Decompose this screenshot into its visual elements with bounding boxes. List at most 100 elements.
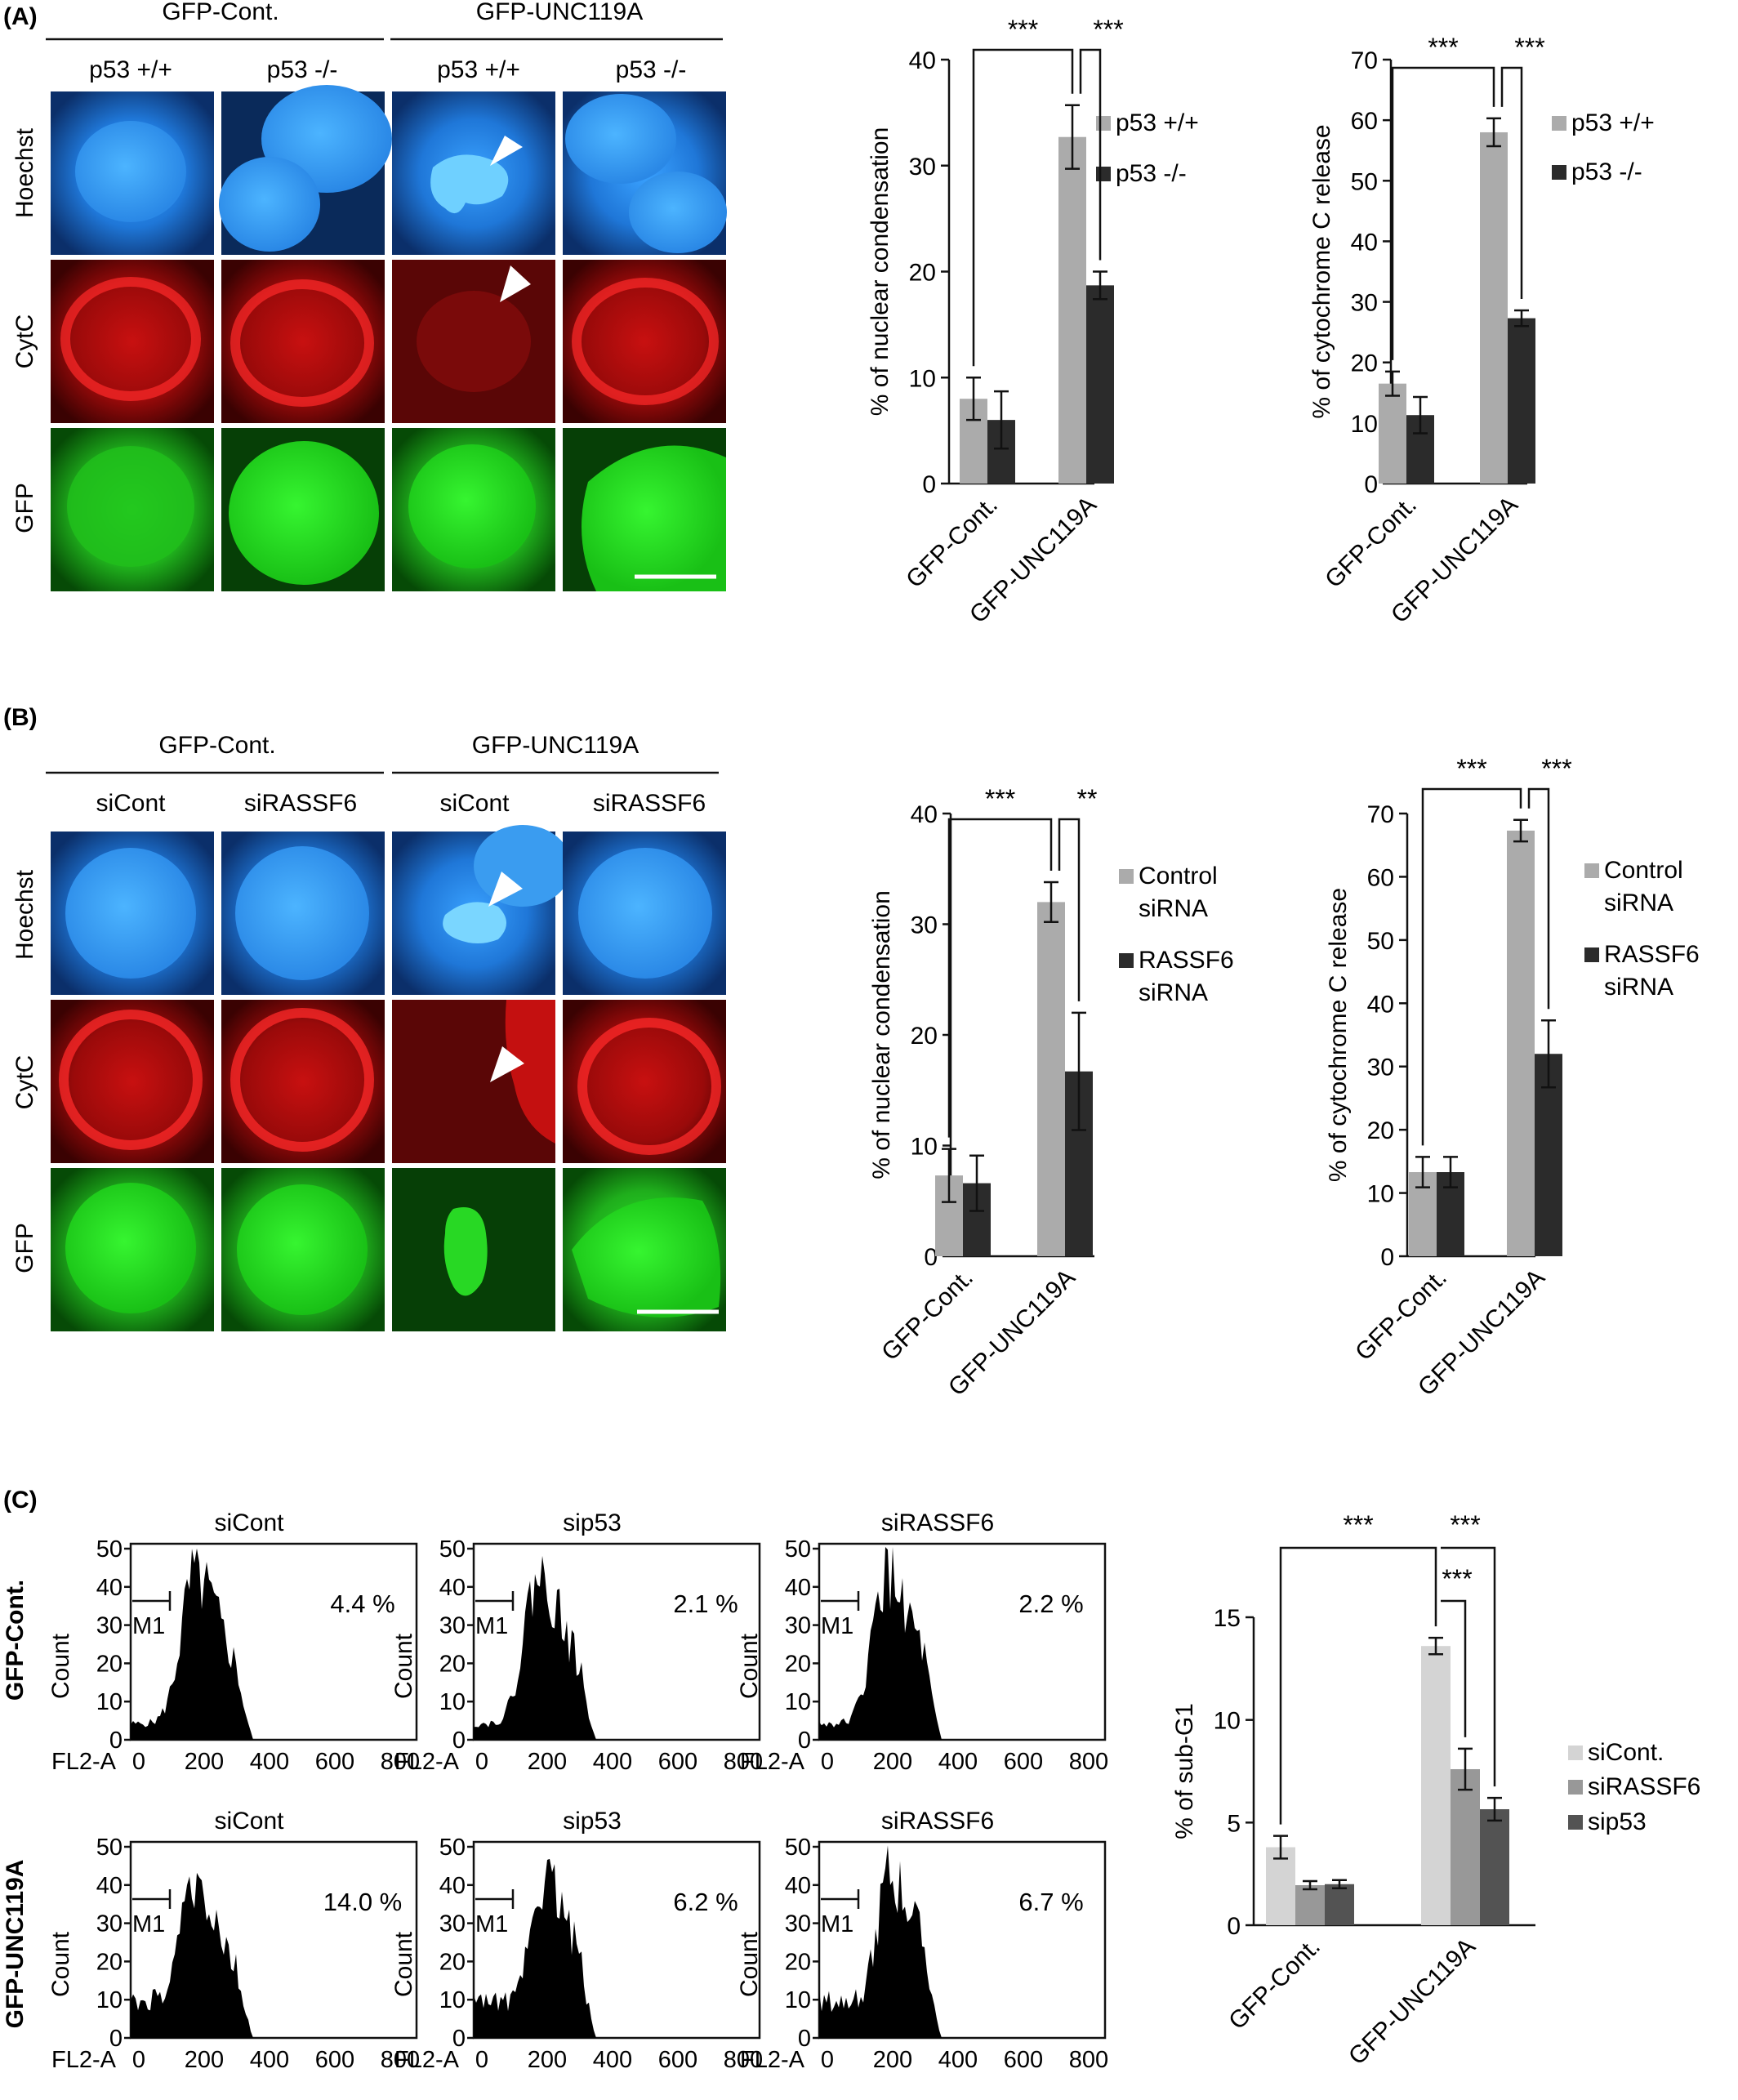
significance-bracket bbox=[1441, 1546, 1496, 1787]
legend-label: siRNA bbox=[1604, 889, 1673, 916]
y-tick-label: 30 bbox=[909, 154, 936, 181]
hist-y-tick-label: 10 bbox=[785, 1987, 811, 2013]
gfp-cell-b-3 bbox=[443, 1207, 488, 1296]
histogram-title: sip53 bbox=[563, 1808, 622, 1835]
bar bbox=[1058, 136, 1086, 484]
y-tick-label: 5 bbox=[1227, 1810, 1241, 1837]
y-tick-label: 20 bbox=[911, 1023, 938, 1050]
bar bbox=[1379, 383, 1406, 484]
legend-label: siRASSF6 bbox=[1588, 1773, 1700, 1800]
hist-x-tick-label: 400 bbox=[250, 1749, 289, 1775]
arrowhead-a-cytc bbox=[500, 265, 531, 302]
hist-y-tick-label: 20 bbox=[439, 1651, 466, 1677]
hist-y-tick-label: 40 bbox=[96, 1873, 123, 1899]
hist-x-tick-label: 800 bbox=[1069, 2047, 1108, 2073]
hist-y-axis-label: Count bbox=[736, 1633, 763, 1699]
hist-y-tick-label: 20 bbox=[785, 1949, 811, 1975]
cytc-cell-b-4 bbox=[577, 1018, 721, 1155]
significance-bracket bbox=[1441, 1599, 1467, 1737]
y-tick-label: 10 bbox=[1214, 1708, 1241, 1735]
sub-g1-percent: 4.4 % bbox=[330, 1589, 394, 1618]
y-tick-label: 20 bbox=[909, 260, 936, 287]
legend-swatch bbox=[1568, 1746, 1583, 1760]
nucleus-a-hoechst-4a bbox=[565, 94, 676, 184]
condensed-nucleus-b bbox=[443, 902, 506, 943]
histogram-frame bbox=[818, 1542, 1107, 1741]
histogram-distribution bbox=[474, 1555, 596, 1740]
hist-y-tick-label: 0 bbox=[452, 2026, 466, 2052]
y-tick-label: 20 bbox=[1351, 350, 1378, 377]
hist-x-tick-label: 0 bbox=[475, 1749, 488, 1775]
y-tick-label: 40 bbox=[911, 801, 938, 828]
histogram-distribution bbox=[474, 1858, 596, 2038]
panel-b-condition-1: siCont bbox=[96, 790, 166, 817]
bar bbox=[1421, 1646, 1451, 1925]
bar bbox=[1037, 902, 1065, 1256]
gfp-cell-b-1 bbox=[65, 1183, 196, 1313]
y-tick-label: 40 bbox=[1351, 229, 1378, 256]
significance-bracket bbox=[1391, 66, 1495, 360]
panel-a-condition-2: p53 -/- bbox=[267, 56, 338, 83]
panel-a-condition-3: p53 +/+ bbox=[437, 56, 520, 83]
significance-bracket bbox=[1058, 818, 1081, 1001]
m1-gate-label: M1 bbox=[821, 1911, 853, 1937]
hist-x-axis-label: FL2-A bbox=[740, 1749, 805, 1775]
legend-swatch bbox=[1584, 863, 1599, 878]
bar bbox=[1266, 1847, 1295, 1925]
significance-label: *** bbox=[1442, 1564, 1472, 1594]
significance-label: ** bbox=[1077, 784, 1098, 814]
hist-y-tick-label: 20 bbox=[785, 1651, 811, 1677]
nucleus-b-hoechst-1 bbox=[65, 848, 196, 979]
category-label: GFP-Cont. bbox=[901, 492, 1003, 594]
cytc-cell-a-2 bbox=[230, 279, 374, 407]
bar bbox=[1507, 830, 1535, 1256]
hist-x-tick-label: 600 bbox=[1004, 2047, 1043, 2073]
y-tick-label: 10 bbox=[1351, 411, 1378, 438]
y-tick-label: 40 bbox=[909, 47, 936, 74]
legend-label: p53 +/+ bbox=[1116, 109, 1199, 136]
y-tick-label: 30 bbox=[1367, 1054, 1394, 1081]
panel-b-condition-3: siCont bbox=[439, 790, 510, 817]
sub-g1-percent: 6.7 % bbox=[1018, 1888, 1083, 1916]
histogram-distribution bbox=[131, 1548, 253, 1740]
hist-x-tick-label: 400 bbox=[593, 2047, 632, 2073]
histogram-5: sip53 0 10 20 30 40 50 0 200 400 600 800 FL2-A Count M… bbox=[390, 1808, 763, 2073]
hist-y-tick-label: 0 bbox=[109, 2026, 123, 2052]
significance-bracket bbox=[1500, 66, 1523, 299]
hist-x-tick-label: 800 bbox=[724, 2047, 763, 2073]
legend-label: Control bbox=[1139, 863, 1218, 889]
legend-label: RASSF6 bbox=[1139, 947, 1234, 974]
legend-label: Control bbox=[1604, 857, 1683, 884]
cytc-cell-a-4 bbox=[572, 278, 719, 405]
cytc-cell-a-3 bbox=[417, 291, 531, 392]
y-axis-label: % of nuclear condensation bbox=[868, 890, 895, 1179]
significance-label: *** bbox=[1093, 15, 1123, 44]
hist-x-tick-label: 600 bbox=[1004, 1749, 1043, 1775]
hist-y-tick-label: 30 bbox=[439, 1613, 466, 1639]
hist-y-tick-label: 10 bbox=[96, 1689, 123, 1715]
hist-y-tick-label: 10 bbox=[439, 1689, 466, 1715]
y-tick-label: 10 bbox=[911, 1134, 938, 1161]
sub-g1-percent: 2.2 % bbox=[1018, 1589, 1083, 1618]
legend-swatch bbox=[1568, 1780, 1583, 1795]
panel-b-group-1: GFP-Cont. bbox=[158, 732, 275, 759]
histogram-1: siCont 0 10 20 30 40 50 0 200 400 600 800 FL2-A Count… bbox=[47, 1509, 420, 1775]
histogram-title: siCont bbox=[214, 1808, 284, 1835]
histogram-title: siCont bbox=[214, 1509, 284, 1536]
nucleus-b-hoechst-4 bbox=[578, 848, 712, 979]
micrograph-b-cytc-1 bbox=[51, 1000, 214, 1163]
significance-bracket bbox=[1279, 1546, 1437, 1825]
gfp-cell-b-2 bbox=[237, 1184, 368, 1315]
hist-x-tick-label: 200 bbox=[185, 2047, 224, 2073]
hist-y-tick-label: 40 bbox=[96, 1575, 123, 1601]
hist-y-tick-label: 50 bbox=[96, 1835, 123, 1861]
legend-swatch bbox=[1119, 869, 1134, 884]
hist-y-tick-label: 10 bbox=[96, 1987, 123, 2013]
panel-b-row-label-gfp: GFP bbox=[11, 1223, 38, 1273]
category-label: GFP-Cont. bbox=[1320, 492, 1422, 594]
legend-label: RASSF6 bbox=[1604, 941, 1700, 968]
histogram-2: sip53 0 10 20 30 40 50 0 200 400 600 800 FL2-A Count M… bbox=[390, 1509, 763, 1775]
panel-a-row-label-hoechst: Hoechst bbox=[11, 127, 38, 218]
